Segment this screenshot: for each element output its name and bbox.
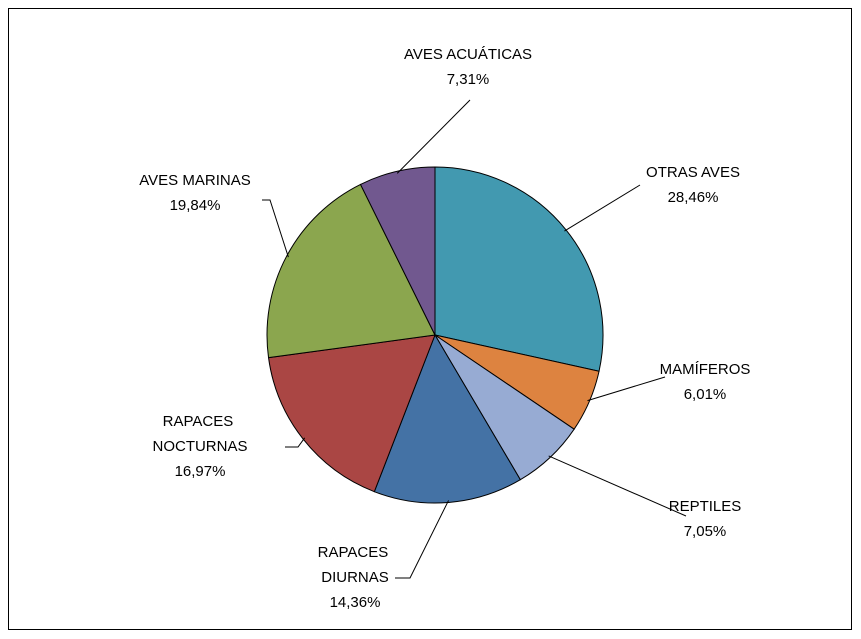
value-label: 14,36% xyxy=(330,594,381,611)
leader-line xyxy=(396,99,471,174)
value-label: 6,01% xyxy=(684,386,727,403)
category-label: AVES ACUÁTICAS xyxy=(404,46,532,63)
leader-line xyxy=(285,437,306,448)
leader-line xyxy=(262,199,289,258)
value-label: 28,46% xyxy=(668,189,719,206)
category-label: MAMÍFEROS xyxy=(660,361,751,378)
leader-line xyxy=(587,376,666,402)
pie-slice xyxy=(267,334,436,493)
value-label: 19,84% xyxy=(170,197,221,214)
pie-slice xyxy=(373,333,522,504)
value-label: 16,97% xyxy=(175,463,226,480)
leader-line xyxy=(395,500,449,579)
value-label: 7,31% xyxy=(447,71,490,88)
leader-line xyxy=(548,455,687,517)
pie-slice xyxy=(266,183,436,359)
category-label: RAPACES DIURNAS xyxy=(318,544,393,586)
category-label: REPTILES xyxy=(669,498,742,515)
leader-line xyxy=(564,184,641,232)
pie-slice xyxy=(359,166,436,336)
category-label: AVES MARINAS xyxy=(139,172,250,189)
category-label: RAPACES NOCTURNAS xyxy=(152,413,247,455)
category-label: OTRAS AVES xyxy=(646,164,740,181)
value-label: 7,05% xyxy=(684,523,727,540)
